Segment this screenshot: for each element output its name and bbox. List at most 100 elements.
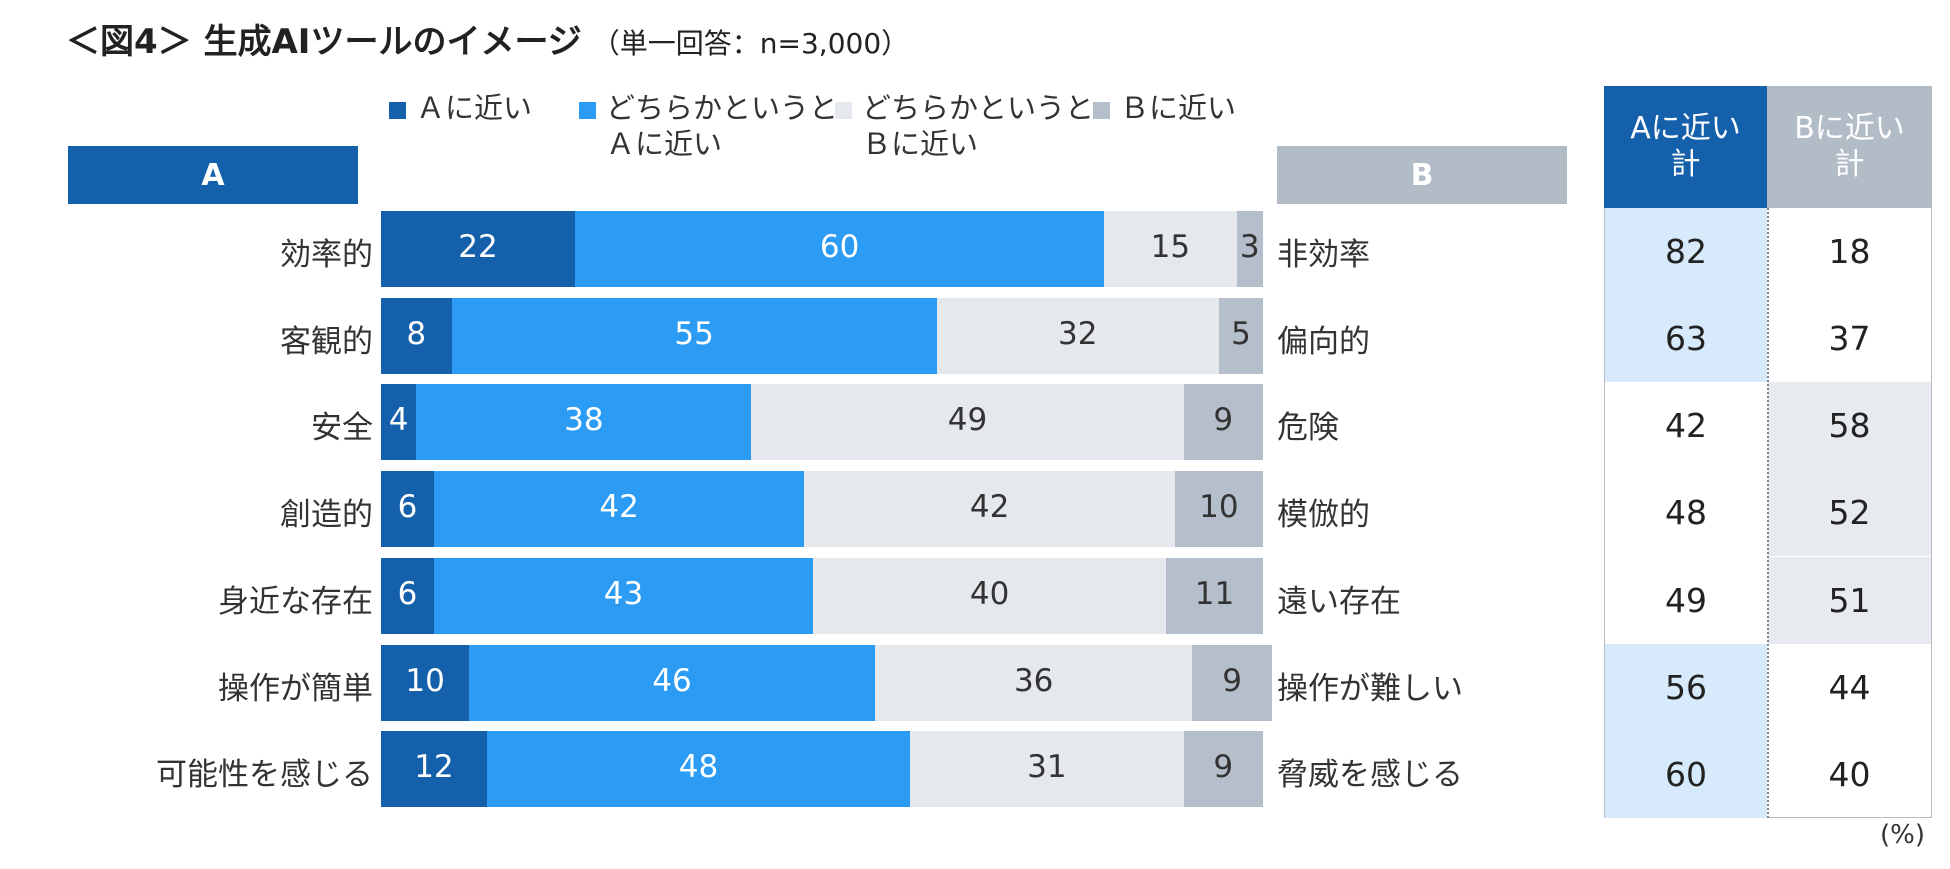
total-b-cell: 18 <box>1828 232 1871 271</box>
bar-segment <box>451 297 937 374</box>
legend-label: どちらかというと Ａに近い <box>606 91 839 161</box>
bar-segment <box>1218 297 1263 374</box>
category-label-b: 偏向的 <box>1277 323 1370 360</box>
totals-header-a: Aに近い 計 <box>1604 86 1767 208</box>
bar-segment <box>381 557 434 634</box>
total-b-cell: 51 <box>1768 556 1931 644</box>
total-a-cell: 42 <box>1665 406 1707 446</box>
chart-subtitle: （単一回答：n=3,000） <box>591 27 910 60</box>
total-a-cell: 49 <box>1665 580 1707 620</box>
bar-value-label: 6 <box>397 489 418 526</box>
bar-value-label: 42 <box>599 489 639 526</box>
bar-value-label: 55 <box>674 315 714 352</box>
bar-segment <box>936 297 1219 374</box>
category-label-a: 効率的 <box>280 237 373 273</box>
bar-segment <box>1183 731 1263 808</box>
bar-segment <box>381 297 452 374</box>
legend-swatch <box>835 102 852 119</box>
bar-segment <box>1183 384 1263 461</box>
category-label-a: 操作が簡単 <box>218 670 373 707</box>
bar-segment <box>575 211 1105 287</box>
header-b: B <box>1277 146 1567 204</box>
bar-segment <box>381 384 417 461</box>
bar-value-label: 5 <box>1231 315 1251 352</box>
legend-swatch <box>579 102 596 119</box>
bar-segment <box>1236 211 1263 287</box>
category-label-b: 遠い存在 <box>1277 583 1401 620</box>
total-b-cell: 52 <box>1768 469 1931 557</box>
bar-value-label: 42 <box>969 489 1010 526</box>
bar-value-label: 22 <box>458 229 498 265</box>
bar-segment <box>751 384 1184 461</box>
total-a-cell: 63 <box>1605 295 1767 383</box>
total-b-cell: 44 <box>1828 667 1871 707</box>
bar-value-label: 15 <box>1150 229 1191 265</box>
bar-segment <box>381 211 576 287</box>
legend-label: Ｂに近い <box>1120 91 1237 125</box>
bar-value-label: 11 <box>1194 575 1235 612</box>
header-a: A <box>68 146 358 204</box>
legend-swatch <box>389 102 406 119</box>
bar-segment <box>1104 211 1237 287</box>
legend-label: どちらかというと Ｂに近い <box>862 91 1095 161</box>
bar-segment <box>1192 644 1272 721</box>
category-label-a: 可能性を感じる <box>156 757 373 794</box>
bar-value-label: 60 <box>819 229 860 265</box>
bar-segment <box>910 731 1184 808</box>
category-label-b: 危険 <box>1277 410 1339 447</box>
bar-value-label: 10 <box>1199 489 1239 526</box>
bar-segment <box>804 471 1175 548</box>
bar-segment <box>469 644 875 721</box>
bar-segment <box>416 384 752 461</box>
bar-value-label: 40 <box>969 575 1010 612</box>
bar-value-label: 38 <box>564 402 604 439</box>
unit-label: (%) <box>1880 820 1925 850</box>
bar-value-label: 32 <box>1058 315 1098 352</box>
bar-value-label: 43 <box>603 575 644 612</box>
totals-header-b-label: Bに近い 計 <box>1794 111 1905 182</box>
bar-segment <box>381 471 434 548</box>
bar-value-label: 4 <box>388 402 409 439</box>
total-b-cell: 37 <box>1828 319 1871 359</box>
bar-value-label: 46 <box>652 662 692 699</box>
legend-swatch <box>1093 102 1110 119</box>
total-a-cell: 56 <box>1605 643 1767 731</box>
total-a-cell: 48 <box>1665 493 1707 533</box>
totals-header-b: Bに近い 計 <box>1767 86 1932 208</box>
bar-value-label: 49 <box>947 402 988 439</box>
header-b-label: B <box>1410 157 1434 193</box>
category-label-b: 非効率 <box>1277 237 1370 273</box>
category-label-b: 模倣的 <box>1277 497 1370 534</box>
category-label-a: 身近な存在 <box>218 583 373 620</box>
chart-title: ＜図4＞ 生成AIツールのイメージ （単一回答：n=3,000） <box>66 14 909 63</box>
bar-value-label: 36 <box>1013 662 1054 699</box>
totals-table-divider <box>1767 208 1769 818</box>
bar-value-label: 48 <box>678 749 719 786</box>
category-label-a: 安全 <box>311 410 373 447</box>
bar-segment <box>433 557 814 634</box>
category-label-b: 操作が難しい <box>1277 670 1463 707</box>
bar-segment <box>1174 471 1263 548</box>
total-a-cell: 82 <box>1605 208 1767 295</box>
category-label-b: 脅威を感じる <box>1277 757 1463 794</box>
bar-value-label: 10 <box>405 662 445 699</box>
bar-segment <box>433 471 805 548</box>
bar-value-label: 9 <box>1213 402 1234 439</box>
bar-segment <box>381 644 470 721</box>
bar-value-label: 9 <box>1222 662 1242 699</box>
header-a-label: A <box>201 157 225 193</box>
chart-title-main: ＜図4＞ 生成AIツールのイメージ <box>66 22 582 62</box>
bar-segment <box>486 731 911 808</box>
bar-value-label: 6 <box>397 575 418 612</box>
bar-segment <box>813 557 1166 634</box>
bar-value-label: 8 <box>406 315 427 352</box>
total-b-cell: 40 <box>1828 754 1871 794</box>
total-a-cell: 60 <box>1605 730 1767 818</box>
legend-label: Ａに近い <box>416 91 533 125</box>
totals-header-a-label: Aに近い 計 <box>1630 111 1741 182</box>
bar-value-label: 12 <box>414 749 454 786</box>
bar-value-label: 31 <box>1027 749 1067 786</box>
bar-value-label: 3 <box>1239 229 1260 265</box>
total-b-cell: 58 <box>1768 382 1931 470</box>
category-label-a: 創造的 <box>280 497 373 534</box>
